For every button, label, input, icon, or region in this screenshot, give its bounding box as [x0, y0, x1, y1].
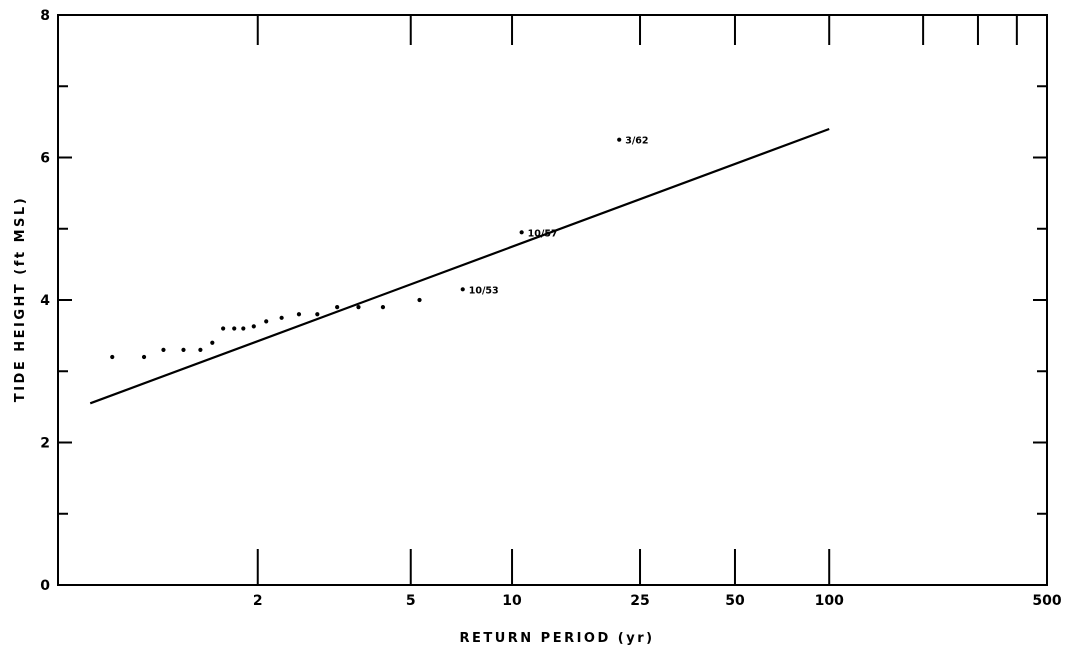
data-point [210, 340, 215, 345]
data-point [161, 347, 166, 352]
data-point [141, 354, 147, 360]
data-point [380, 305, 386, 310]
x-tick-label: 100 [815, 593, 844, 609]
data-point [198, 347, 203, 352]
data-point [221, 326, 226, 331]
data-point [519, 230, 524, 235]
y-tick-label: 2 [40, 436, 50, 452]
data-point [110, 354, 115, 360]
data-point [241, 326, 246, 331]
x-tick-label: 25 [630, 593, 649, 609]
data-point [279, 315, 284, 320]
data-point [264, 319, 269, 324]
y-tick-label: 0 [40, 578, 50, 594]
data-point [251, 324, 256, 329]
data-point [417, 297, 422, 303]
data-point [181, 347, 186, 352]
data-point [460, 287, 465, 292]
fitted-line [89, 127, 830, 405]
data-point [315, 312, 320, 317]
data-point [296, 312, 302, 317]
point-annotation: 3/62 [625, 136, 648, 147]
y-tick-label: 8 [40, 8, 50, 24]
data-point [232, 326, 237, 331]
x-tick-label: 500 [1032, 593, 1061, 609]
plot-frame [57, 14, 1048, 586]
x-axis-label: RETURN PERIOD (yr) [459, 631, 654, 646]
data-point [335, 305, 340, 310]
point-annotation: 10/53 [469, 285, 499, 296]
x-tick-label: 5 [406, 593, 416, 609]
x-tick-label: 10 [502, 593, 522, 609]
data-point [617, 137, 622, 142]
y-tick-label: 4 [40, 293, 50, 309]
data-point [356, 305, 361, 310]
x-tick-label: 2 [253, 593, 263, 609]
x-tick-label: 50 [725, 593, 745, 609]
y-tick-label: 6 [40, 151, 50, 167]
y-axis-label: TIDE HEIGHT (ft MSL) [13, 196, 28, 402]
point-annotation: 10/57 [528, 228, 558, 239]
